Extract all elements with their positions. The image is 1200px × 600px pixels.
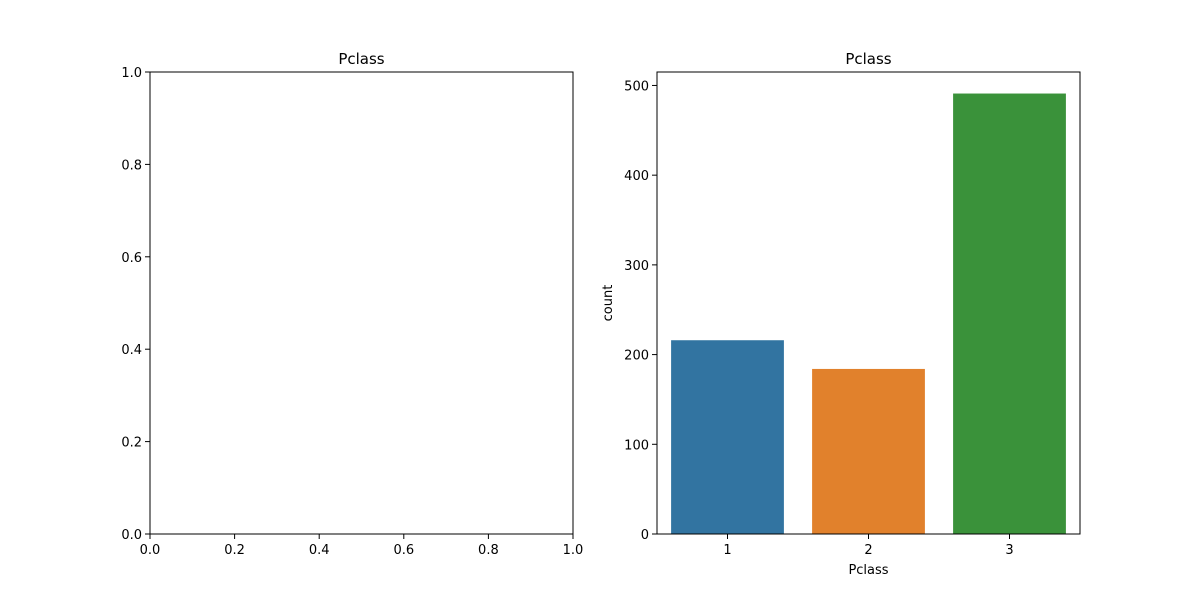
right-chart-title: Pclass <box>845 50 891 68</box>
bar-pclass-2 <box>812 368 925 534</box>
left-y-axis-ticks: 0.0 0.2 0.4 0.6 0.8 1.0 <box>121 66 150 543</box>
left-y-tick-label: 0.6 <box>121 251 142 266</box>
bar-pclass-3 <box>953 93 1066 535</box>
right-x-tick-label: 2 <box>864 543 872 558</box>
right-y-tick-label: 200 <box>624 349 649 364</box>
right-y-tick-label: 0 <box>641 528 649 543</box>
right-y-tick-label: 400 <box>624 169 649 184</box>
bar-pclass-1 <box>671 340 784 534</box>
right-x-axis-ticks: 1 2 3 <box>723 534 1014 558</box>
right-y-tick-label: 500 <box>624 79 649 94</box>
right-chart: Pclass 1 2 3 0 100 200 300 400 500 Pclass count <box>601 50 1081 578</box>
left-x-tick-label: 0.2 <box>224 543 245 558</box>
right-x-axis-label: Pclass <box>848 563 888 578</box>
right-x-tick-label: 3 <box>1005 543 1013 558</box>
left-y-tick-label: 0.0 <box>121 528 142 543</box>
left-x-tick-label: 0.8 <box>478 543 499 558</box>
left-y-tick-label: 0.2 <box>121 436 142 451</box>
right-y-tick-label: 300 <box>624 259 649 274</box>
right-y-axis-ticks: 0 100 200 300 400 500 <box>624 79 657 543</box>
left-x-tick-label: 0.0 <box>140 543 161 558</box>
right-bars <box>671 93 1066 535</box>
left-y-tick-label: 0.8 <box>121 158 142 173</box>
left-x-tick-label: 1.0 <box>563 543 584 558</box>
right-y-tick-label: 100 <box>624 438 649 453</box>
left-chart-title: Pclass <box>338 50 384 68</box>
left-x-axis-ticks: 0.0 0.2 0.4 0.6 0.8 1.0 <box>140 534 584 558</box>
right-x-tick-label: 1 <box>723 543 731 558</box>
left-y-tick-label: 0.4 <box>121 343 142 358</box>
right-y-axis-label: count <box>601 285 616 322</box>
left-plot-frame <box>149 71 574 535</box>
left-y-tick-label: 1.0 <box>121 66 142 81</box>
left-x-tick-label: 0.4 <box>309 543 330 558</box>
left-x-tick-label: 0.6 <box>393 543 414 558</box>
left-chart: Pclass 0.0 0.2 0.4 0.6 0.8 1.0 0.00.20.40.60.… <box>121 50 583 558</box>
